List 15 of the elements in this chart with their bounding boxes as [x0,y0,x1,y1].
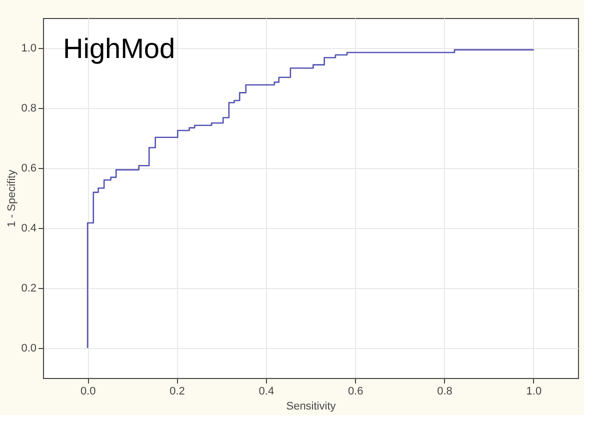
y-tick-label: 0.0 [21,342,36,354]
y-tick-label: 1.0 [21,42,36,54]
x-tick-label: 0.0 [80,386,96,398]
y-tick-label: 0.6 [21,162,36,174]
x-tick-label: 0.2 [170,386,185,398]
x-tick-label: 0.8 [437,386,452,398]
y-tick-label: 0.4 [21,222,36,234]
x-tick-label: 0.4 [258,386,274,398]
x-tick-label: 1.0 [526,386,542,398]
x-axis-title: Sensitivity [286,400,336,412]
y-axis-title: 1 - Specifity [6,169,18,228]
y-tick-label: 0.8 [21,102,36,114]
x-tick-label: 0.6 [348,386,364,398]
y-tick-label: 0.2 [21,282,36,294]
annotation: HighMod [63,33,176,64]
